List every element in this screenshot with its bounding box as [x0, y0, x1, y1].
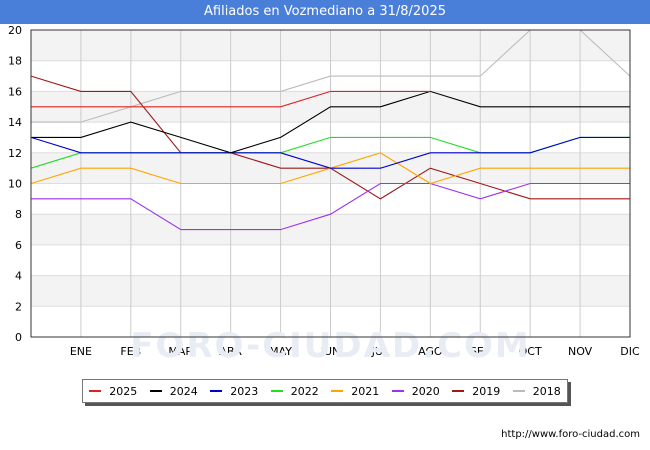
y-tick-label: 20	[8, 24, 22, 37]
y-tick-label: 14	[8, 116, 22, 129]
chart-title: Afiliados en Vozmediano a 31/8/2025	[0, 0, 650, 24]
y-tick-label: 18	[8, 55, 22, 68]
y-tick-label: 4	[15, 270, 22, 283]
legend-label: 2023	[230, 384, 259, 398]
line-chart: 0 2 4 6 8 10 12 14 16 18 20 ENE FEB MAR ABR MAY JUN JUL AG…	[8, 24, 640, 364]
legend-label: 2018	[532, 384, 561, 398]
legend-swatch	[149, 390, 162, 392]
legend-swatch	[391, 390, 404, 392]
legend-label: 2024	[169, 384, 198, 398]
x-tick-label: SEP	[470, 345, 491, 358]
legend-label: 2019	[472, 384, 501, 398]
x-tick-label: JUL	[371, 345, 390, 358]
y-tick-label: 6	[15, 239, 22, 252]
x-tick-label: MAR	[168, 345, 193, 358]
watermark: FORO-CIUDAD.COM	[130, 326, 531, 364]
y-tick-label: 8	[15, 208, 22, 221]
legend-item-2025: 2025	[89, 385, 137, 398]
legend-swatch	[89, 390, 102, 392]
x-tick-label: OCT	[519, 345, 542, 358]
y-tick-label: 0	[15, 331, 22, 344]
legend-swatch	[512, 390, 525, 392]
series-line-2024	[31, 90, 630, 154]
legend-swatch	[452, 390, 465, 392]
legend-item-2024: 2024	[149, 384, 198, 398]
legend-item-2020: 2020	[391, 384, 440, 398]
x-tick-label: FEB	[120, 345, 141, 358]
x-tick-label: ABR	[219, 345, 242, 358]
legend-item-2018: 2018	[512, 384, 561, 398]
x-tick-label: AGO	[418, 345, 443, 358]
legend-swatch	[270, 390, 283, 392]
series-line-2025	[31, 90, 431, 108]
legend-item-2023: 2023	[210, 385, 258, 398]
legend-item-2019: 2019	[452, 385, 500, 398]
x-tick-label: JUN	[320, 345, 341, 358]
legend-item-2021: 2021	[331, 385, 379, 398]
chart-legend: 2025 2024 2023 2022 2021 2020 2019 2018	[82, 379, 568, 403]
legend-swatch	[331, 390, 344, 392]
x-tick-label: NOV	[568, 345, 593, 358]
y-tick-label: 12	[8, 147, 22, 160]
y-tick-label: 2	[15, 300, 22, 313]
series-line-2020	[31, 182, 630, 231]
legend-label: 2020	[411, 384, 440, 398]
series-line-2023	[30, 136, 630, 169]
plot-frame	[30, 29, 631, 338]
legend-label: 2022	[290, 384, 319, 398]
x-tick-label: ENE	[70, 345, 92, 358]
x-tick-label: MAY	[269, 345, 292, 358]
legend-label: 2021	[351, 384, 380, 398]
legend-label: 2025	[109, 384, 138, 398]
legend-item-2022: 2022	[270, 384, 319, 398]
x-tick-label: DIC	[620, 345, 640, 358]
source-url: http://www.foro-ciudad.com	[501, 429, 640, 440]
y-tick-label: 16	[8, 85, 22, 98]
legend-swatch	[210, 390, 223, 392]
y-tick-label: 10	[8, 178, 22, 191]
